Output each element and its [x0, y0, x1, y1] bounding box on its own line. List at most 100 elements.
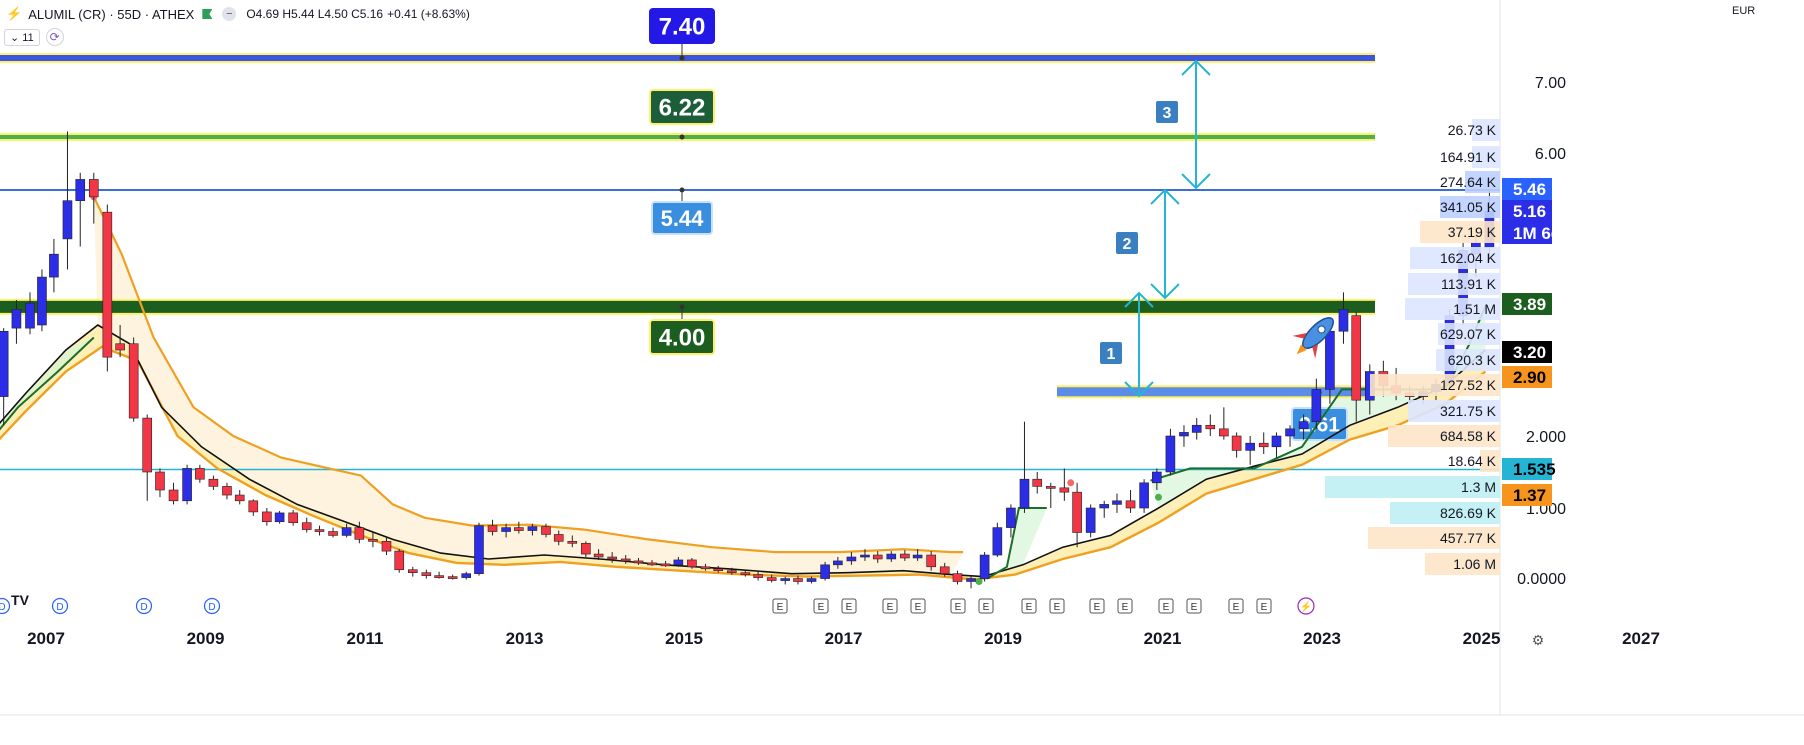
candle-body: [1099, 504, 1110, 509]
candle: [1298, 414, 1309, 440]
volume-profile-row: 341.05 K: [1440, 196, 1500, 218]
candle: [527, 523, 538, 536]
volume-profile-bar: [1325, 476, 1500, 498]
candle: [381, 537, 392, 556]
price-axis-label-text: 1.535: [1513, 460, 1556, 479]
level-6-22-line: [0, 135, 1375, 139]
volume-profile-label: 26.73 K: [1448, 122, 1497, 138]
candle: [514, 521, 524, 534]
target-arrow-3: [1181, 59, 1211, 190]
candle: [1072, 482, 1082, 548]
candle-body: [900, 553, 910, 559]
candle-body: [1231, 435, 1242, 451]
earnings-marker: E: [1117, 598, 1133, 614]
candle: [553, 530, 564, 546]
volume-profile-bar: [1436, 349, 1500, 371]
candle: [1112, 493, 1122, 513]
dividend-marker-circle: [203, 597, 221, 615]
symbol-title[interactable]: ALUMIL (CR) · 55D · ATHEX: [28, 6, 195, 22]
candle: [1019, 421, 1030, 513]
candle-body: [447, 576, 458, 579]
price-tick-label: 6.00: [1535, 146, 1566, 163]
volume-profile-row: 113.91 K: [1408, 273, 1500, 295]
candle-body: [687, 559, 697, 568]
price-axis-label-box: [1502, 341, 1552, 363]
target-label-1: 1: [1100, 342, 1122, 364]
green-trail-line-1: [0, 336, 95, 431]
earnings-marker: E: [1089, 598, 1105, 614]
earnings-marker-text: E: [1191, 602, 1198, 613]
candle: [274, 510, 285, 524]
dividend-marker: D: [135, 597, 153, 615]
target-label-box: [1156, 101, 1178, 123]
volume-profile-row: 629.07 K: [1438, 323, 1500, 345]
candle-body: [421, 572, 432, 576]
earnings-marker: E: [1256, 598, 1272, 614]
volume-profile-bar: [1368, 527, 1500, 549]
candle: [1338, 292, 1349, 344]
candle: [195, 464, 205, 483]
candle-body: [1205, 424, 1216, 430]
volume-profile-bar: [1472, 119, 1500, 141]
rocket-fin: [1312, 344, 1318, 359]
indicator-count-button[interactable]: ⌄ 11: [4, 28, 40, 46]
currency-label[interactable]: EUR: [1732, 5, 1756, 17]
volume-profile-row: 1.3 M: [1325, 476, 1500, 498]
candle-body: [354, 527, 365, 540]
candle: [115, 325, 125, 358]
candle-body: [11, 309, 22, 329]
candle: [1245, 436, 1255, 465]
target-arrow-1-head-bottom: [1124, 381, 1154, 398]
candle-body: [660, 563, 671, 567]
candle: [447, 574, 458, 580]
candle-body: [1311, 389, 1322, 422]
candle: [407, 566, 418, 577]
price-axis-label: 5.16: [1502, 200, 1552, 222]
tradingview-watermark-icon: TV: [11, 592, 30, 608]
level-label-5-44: 5.44: [651, 201, 713, 235]
dividend-marker-text: D: [208, 602, 215, 613]
signal-dot-green: [1154, 493, 1162, 501]
price-axis-label-box: [1502, 366, 1552, 388]
target-label-box: [1116, 232, 1138, 254]
candle-body: [833, 560, 843, 566]
candle: [128, 337, 139, 422]
earnings-marker-text: E: [1026, 602, 1033, 613]
candle: [926, 551, 936, 571]
earnings-marker-text: E: [1233, 602, 1240, 613]
ma-black-line: [0, 324, 1486, 578]
candle: [939, 562, 950, 577]
candle-body: [633, 560, 644, 564]
sync-icon[interactable]: ⟳: [45, 28, 64, 46]
candle: [421, 569, 432, 579]
earnings-marker-box: [813, 598, 829, 614]
level-7-40-line: [0, 55, 1375, 61]
price-axis-label-box: [1502, 200, 1552, 222]
candle-body: [527, 526, 538, 531]
price-axis-label-text: 1.37: [1513, 486, 1546, 505]
candle: [75, 172, 86, 247]
earnings-marker-text: E: [1261, 602, 1268, 613]
target-arrow-3-head-bottom: [1181, 173, 1211, 190]
candle: [62, 131, 73, 270]
candle-body: [939, 566, 950, 574]
target-label-2: 2: [1116, 232, 1138, 254]
candle-body: [1152, 471, 1162, 484]
collapse-icon[interactable]: −: [222, 7, 237, 21]
level-label-6-22: 6.22: [649, 89, 715, 125]
price-axis-label: 1.535: [1502, 458, 1556, 480]
volume-profile-bar: [1440, 196, 1500, 218]
volume-profile-label: 37.19 K: [1448, 224, 1497, 240]
candle: [581, 541, 591, 557]
price-axis-label-box: [1502, 484, 1552, 506]
time-tick-label: 2023: [1303, 629, 1341, 648]
earnings-marker-box: [882, 598, 898, 614]
candle-body: [88, 179, 99, 198]
volume-profile-row: 274.64 K: [1440, 171, 1500, 193]
candle-body: [966, 578, 976, 582]
candle: [1152, 468, 1162, 490]
ohlc-values: O4.69 H5.44 L4.50 C5.16: [246, 7, 384, 21]
candle-body: [501, 527, 511, 532]
candle: [1032, 472, 1043, 494]
